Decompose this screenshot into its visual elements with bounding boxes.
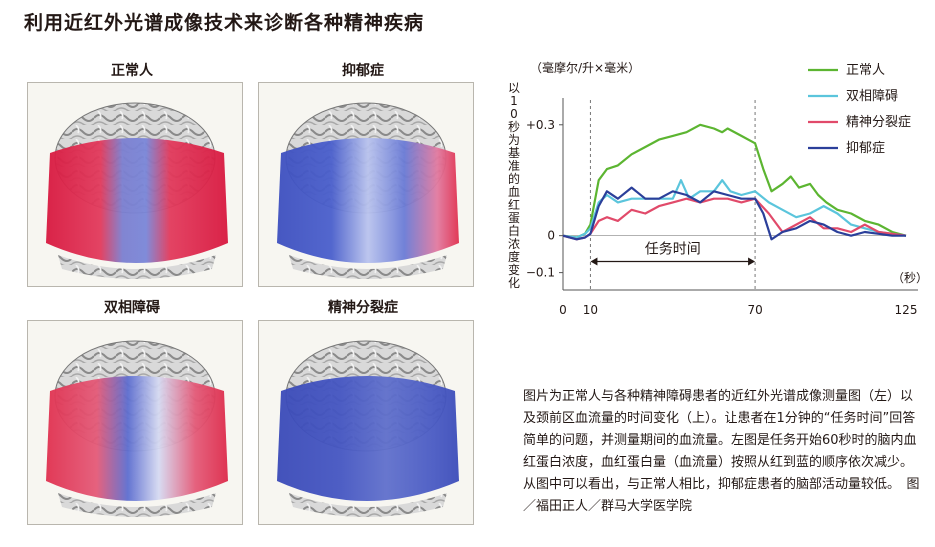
chart-y-axis-label: 以10秒为基准的血红蛋白浓度变化: [507, 81, 520, 290]
brain-map-depression: [258, 82, 474, 287]
legend-label-3: 抑郁症: [846, 141, 885, 156]
x-tick-label: 70: [747, 303, 762, 317]
series-line-2: [562, 197, 907, 241]
legend-label-0: 正常人: [846, 63, 885, 78]
task-time-annotation: 任务时间: [645, 242, 701, 258]
y-tick-label: +0.3: [526, 118, 555, 132]
panel-label-bipolar: 双相障碍: [104, 300, 160, 316]
x-axis-label: （秒）: [892, 271, 928, 285]
series-line-1: [562, 179, 907, 239]
series-line-3: [562, 186, 906, 241]
x-tick-label: 10: [583, 303, 598, 317]
legend-label-2: 精神分裂症: [846, 115, 911, 130]
panel-label-schizophrenia: 精神分裂症: [328, 300, 398, 316]
x-tick-label: 0: [559, 303, 567, 317]
brain-map-normal: [27, 82, 243, 287]
panel-label-normal: 正常人: [111, 63, 153, 79]
task-arrow-head-left: [590, 257, 598, 266]
brain-map-bipolar: [27, 320, 243, 525]
task-arrow-head-right: [748, 257, 756, 266]
y-tick-label: −0.1: [526, 266, 555, 280]
chart-unit-label: （毫摩尔/升×毫米）: [530, 60, 640, 75]
legend-label-1: 双相障碍: [846, 89, 898, 104]
line-chart: （毫摩尔/升×毫米） +0.3 0 −0.1 0 10 70 125 （秒） 任务时间 正常人双…: [526, 60, 928, 317]
brain-map-schizophrenia: [258, 320, 474, 525]
page-title: 利用近红外光谱成像技术来诊断各种精神疾病: [24, 12, 425, 34]
x-tick-label: 125: [895, 303, 918, 317]
panel-label-depression: 抑郁症: [342, 63, 384, 79]
figure-caption: 图片为正常人与各种精神障碍患者的近红外光谱成像测量图（左）以及颈前区血流量的时间…: [523, 389, 920, 514]
series-line-0: [562, 123, 907, 239]
y-tick-label: 0: [547, 229, 555, 243]
